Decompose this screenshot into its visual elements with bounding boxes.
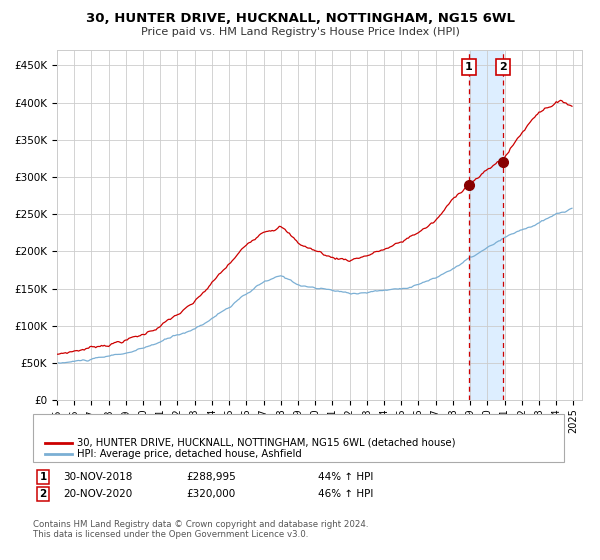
Text: 44% ↑ HPI: 44% ↑ HPI [318, 472, 373, 482]
Bar [469, 50, 503, 400]
Text: 30, HUNTER DRIVE, HUCKNALL, NOTTINGHAM, NG15 6WL (detached house): 30, HUNTER DRIVE, HUCKNALL, NOTTINGHAM, … [77, 438, 455, 448]
Text: 1: 1 [465, 62, 473, 72]
Text: 20-NOV-2020: 20-NOV-2020 [63, 489, 132, 499]
Text: 46% ↑ HPI: 46% ↑ HPI [318, 489, 373, 499]
Text: 30, HUNTER DRIVE, HUCKNALL, NOTTINGHAM, NG15 6WL: 30, HUNTER DRIVE, HUCKNALL, NOTTINGHAM, … [86, 12, 515, 25]
Text: 2: 2 [40, 489, 47, 499]
Text: Contains HM Land Registry data © Crown copyright and database right 2024.
This d: Contains HM Land Registry data © Crown c… [33, 520, 368, 539]
Text: HPI: Average price, detached house, Ashfield: HPI: Average price, detached house, Ashf… [77, 449, 302, 459]
Text: 30-NOV-2018: 30-NOV-2018 [63, 472, 133, 482]
Text: Price paid vs. HM Land Registry's House Price Index (HPI): Price paid vs. HM Land Registry's House … [140, 27, 460, 37]
Text: 1: 1 [40, 472, 47, 482]
Text: 2: 2 [499, 62, 507, 72]
Text: £288,995: £288,995 [186, 472, 236, 482]
Text: £320,000: £320,000 [186, 489, 235, 499]
